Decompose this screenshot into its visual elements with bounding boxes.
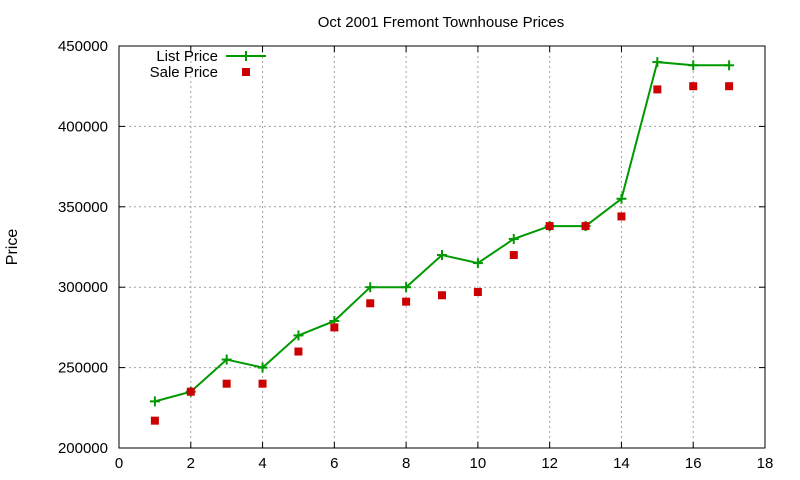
list-price-line	[154, 61, 730, 403]
y-tick-label: 250000	[58, 360, 108, 377]
sale-price-point	[186, 387, 195, 396]
legend-label-list-price: List Price	[156, 48, 218, 65]
y-tick-label: 200000	[58, 440, 108, 457]
sale-price-point	[545, 222, 554, 231]
x-tick-label: 8	[402, 455, 410, 472]
x-tick-label: 18	[757, 455, 774, 472]
x-tick-label: 16	[685, 455, 702, 472]
x-tick-label: 0	[115, 455, 123, 472]
chart-title: Oct 2001 Fremont Townhouse Prices	[318, 14, 565, 31]
sale-price-point	[581, 222, 590, 231]
sale-price-point	[258, 379, 267, 388]
x-tick-label: 14	[613, 455, 630, 472]
legend-label-sale-price: Sale Price	[150, 64, 218, 81]
list-price-point	[401, 282, 412, 293]
x-tick-label: 2	[187, 455, 195, 472]
y-axis-label: Price	[4, 229, 21, 266]
plot-frame	[118, 45, 766, 449]
sale-price-point	[617, 212, 626, 221]
list-price-point	[257, 362, 268, 373]
sale-price-point	[438, 291, 446, 300]
x-tick-label: 10	[470, 455, 487, 472]
list-price-point	[472, 258, 483, 269]
x-tick-label: 12	[541, 455, 558, 472]
legend-marker-sale-price	[242, 68, 250, 76]
list-price-point	[616, 193, 627, 204]
sale-price-point	[222, 379, 231, 388]
legend-marker-list-price	[241, 51, 251, 61]
list-price-point	[149, 396, 160, 407]
list-price-point	[652, 57, 663, 68]
list-price-point	[437, 250, 447, 261]
list-price-point	[724, 60, 735, 71]
list-price-point	[221, 354, 232, 365]
grid	[119, 46, 765, 448]
sale-price-point	[402, 297, 411, 306]
x-tick-label: 4	[258, 455, 266, 472]
sale-price-point	[689, 82, 698, 91]
list-price-point	[688, 60, 699, 71]
series-list-price	[149, 57, 735, 407]
sale-price-point	[653, 85, 662, 94]
sale-price-point	[366, 299, 375, 308]
y-tick-label: 350000	[58, 199, 108, 216]
series-sale-price	[150, 82, 734, 425]
list-price-point	[508, 233, 519, 244]
y-tick-label: 450000	[58, 38, 108, 55]
sale-price-point	[473, 288, 482, 297]
y-tick-label: 300000	[58, 279, 108, 296]
list-price-point	[365, 282, 376, 293]
sale-price-point	[330, 323, 339, 332]
list-price-point	[293, 330, 304, 341]
sale-price-point	[509, 251, 518, 260]
sale-price-point	[725, 82, 734, 91]
sale-price-point	[294, 347, 303, 356]
sale-price-point	[150, 416, 159, 425]
x-tick-label: 6	[330, 455, 338, 472]
axis-ticks: 0 2 4 6 8 10 12 14 16 18 200000 250000 300000 350000 4…	[58, 38, 773, 472]
y-tick-label: 400000	[58, 118, 108, 135]
legend: List Price Sale Price	[150, 48, 266, 81]
